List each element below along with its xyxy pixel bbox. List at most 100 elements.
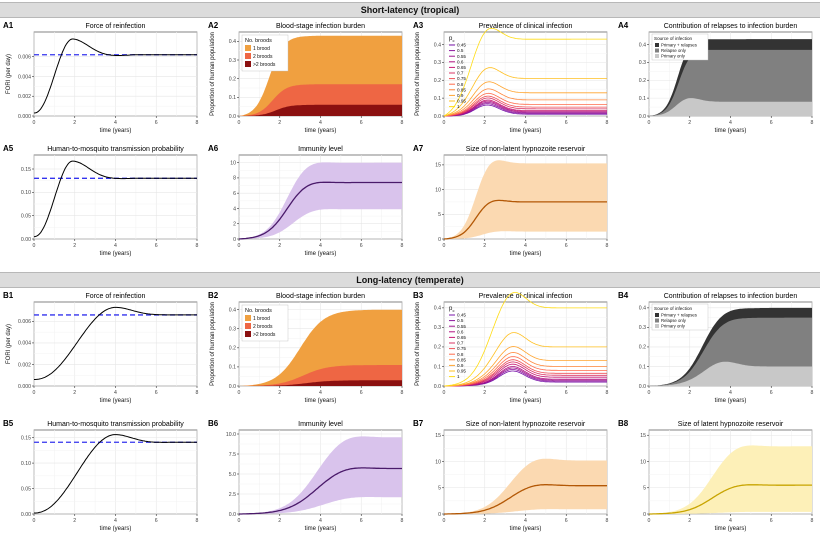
y-tick-label: 0.1 [229,365,236,371]
x-tick-label: 8 [196,120,199,126]
x-axis-label: time (years) [100,251,132,257]
y-tick-label: 10 [640,459,646,465]
legend-swatch [245,331,251,337]
legend-item-label: 0.6 [457,329,464,334]
legend-item-label: 1 brood [253,46,270,52]
y-tick-label: 0 [438,237,441,243]
x-tick-label: 8 [606,243,609,249]
x-tick-label: 6 [155,120,158,126]
y-tick-label: 0.006 [18,55,31,61]
x-tick-label: 6 [565,120,568,126]
legend-item-label: Relapse only [661,48,687,53]
x-tick-label: 6 [360,243,363,249]
legend-broods: No. broods 1 brood 2 broods >2 broods [241,304,289,342]
y-tick-label: 15 [640,433,646,439]
panel-label: A6 [208,144,219,153]
area-series-brood-3 [239,104,402,116]
uncertainty-band [444,160,607,239]
y-tick-label: 0.10 [21,190,31,196]
x-tick-label: 0 [33,518,36,524]
x-axis-label: time (years) [510,128,542,134]
mean-line [443,199,607,240]
y-tick-label: 0 [643,512,646,518]
y-tick-label: 0.3 [229,58,236,64]
chart-panel-b6: B6 Immunity level 0 2 4 6 8 0.0 2.5 5.0 7.5 10.0 tim… [208,419,404,532]
x-tick-label: 4 [729,120,732,126]
x-tick-label: 8 [811,120,814,126]
legend-item-label: 1 brood [253,316,270,322]
x-tick-label: 2 [483,518,486,524]
y-tick-label: 0.4 [229,307,236,313]
x-axis-label: time (years) [715,398,747,404]
x-axis-label: time (years) [100,526,132,532]
prevalence-line-pc-12-9 [444,346,607,387]
y-tick-label: 15 [435,433,441,439]
y-tick-label: 4 [233,206,236,212]
x-tick-label: 8 [606,518,609,524]
y-tick-label: 0.3 [434,60,441,66]
legend-item-label: 0.75 [457,346,466,351]
y-tick-label: 0.1 [639,364,646,370]
legend-item-label: 0.8 [457,82,464,87]
x-tick-label: 8 [811,518,814,524]
x-tick-label: 0 [443,518,446,524]
y-tick-label: 0.0 [639,384,646,390]
x-tick-label: 6 [360,120,363,126]
panel-title: Force of reinfection [86,293,146,300]
x-axis-label: time (years) [510,251,542,257]
y-tick-label: 5 [643,486,646,492]
panel-title: Human-to-mosquito transmission probabili… [47,421,184,428]
x-axis-label: time (years) [100,128,132,134]
legend-title: p [449,306,453,312]
section-header-short-latency: Short-latency (tropical) [0,2,820,18]
x-tick-label: 4 [319,518,322,524]
x-tick-label: 6 [155,518,158,524]
x-tick-label: 6 [770,518,773,524]
y-tick-label: 0.15 [21,167,31,173]
legend-title-subscript: c [453,38,455,43]
y-tick-label: 5 [438,212,441,218]
legend-item-label: 0.5 [457,48,464,53]
legend-box [651,33,709,61]
y-tick-label: 0.15 [21,435,31,441]
x-tick-label: 4 [114,390,117,396]
x-tick-label: 8 [811,390,814,396]
legend-item-label: Primary + relapses [661,313,697,318]
legend-item-label: 0.85 [457,357,466,362]
legend-swatch [245,61,251,67]
y-tick-label: 0.00 [21,512,31,518]
y-tick-label: 6 [233,191,236,197]
y-tick-label: 0.05 [21,213,31,219]
y-tick-label: 0.002 [18,94,31,100]
panel-label: B2 [208,291,219,300]
x-tick-label: 8 [606,390,609,396]
y-tick-label: 15 [435,163,441,169]
legend-item-label: 0.7 [457,71,464,76]
legend-item-label: 0.75 [457,76,466,81]
panel-title: Size of non-latent hypnozoite reservoir [466,421,586,428]
x-tick-label: 2 [73,120,76,126]
x-tick-label: 8 [401,518,404,524]
legend-item-label: 0.65 [457,65,466,70]
x-tick-label: 0 [648,518,651,524]
prevalence-line-pc-12-3 [443,100,607,117]
y-tick-label: 0.0 [229,384,236,390]
area-series-brood-3 [239,380,402,386]
y-tick-label: 7.5 [229,452,236,458]
legend-title: p [449,36,453,42]
y-axis-label: Proportion of human population [415,302,421,386]
y-tick-label: 0.2 [229,76,236,82]
x-tick-label: 2 [73,518,76,524]
x-tick-label: 8 [196,390,199,396]
x-tick-label: 8 [401,120,404,126]
x-tick-label: 2 [278,390,281,396]
panel-title: Prevalence of clinical infection [479,23,573,30]
legend-item-label: Primary + relapses [661,43,697,48]
x-tick-label: 2 [688,120,691,126]
y-tick-label: 0.05 [21,486,31,492]
y-tick-label: 0.000 [18,384,31,390]
mean-line [444,484,607,515]
panel-label: B8 [618,419,629,428]
panel-label: B1 [3,291,14,300]
